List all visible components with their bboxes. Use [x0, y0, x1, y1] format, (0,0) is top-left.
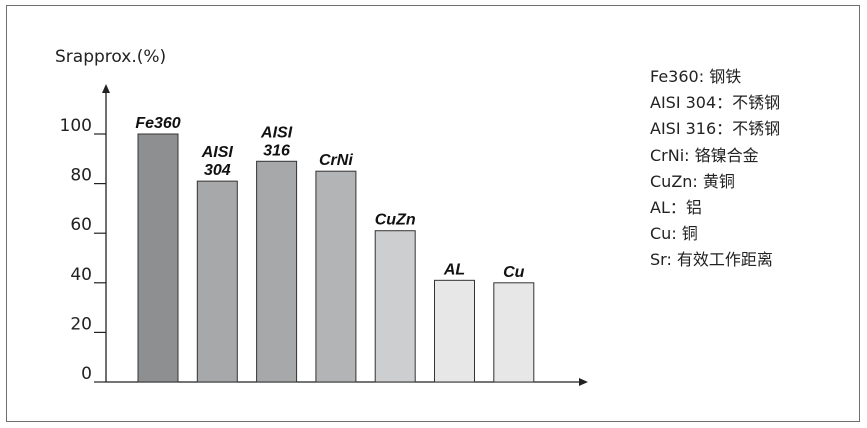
y-tick-label: 60: [70, 215, 92, 235]
bar-label: 316: [263, 142, 290, 159]
legend-entry: AL：铝: [650, 198, 702, 218]
legend-entry: AISI 316：不锈钢: [650, 119, 781, 139]
y-tick-label: 100: [60, 116, 92, 136]
legend-entry: Fe360: 钢铁: [650, 67, 742, 86]
bar-label: Cu: [503, 264, 525, 281]
bar-label: CuZn: [375, 212, 416, 229]
legend: Fe360: 钢铁 AISI 304：不锈钢 AISI 316：不锈钢 CrNi: 铬…: [650, 64, 780, 274]
legend-entry: AISI 304：不锈钢: [650, 93, 781, 113]
y-tick-label: 80: [70, 166, 92, 186]
legend-entry: CuZn: 黄铜: [650, 171, 735, 191]
x-axis-arrow: [579, 378, 588, 386]
bar: [196, 180, 238, 383]
y-tick-label: 0: [81, 364, 92, 384]
bar-label: AISI: [201, 144, 234, 161]
bar: [434, 279, 475, 383]
axes: 0 20 40 60 80 100: [60, 84, 588, 386]
y-tick-label: 40: [70, 265, 92, 285]
bar-label: 304: [204, 162, 231, 179]
bar: [256, 160, 298, 383]
y-axis-arrow: [102, 84, 110, 93]
y-tick-label: 20: [70, 314, 92, 334]
bar: [374, 230, 416, 383]
y-axis-label: Srapprox.(%): [55, 47, 166, 67]
legend-entry: Cu: 铜: [650, 224, 698, 244]
bar-label: CrNi: [319, 152, 353, 169]
bar: [493, 282, 535, 383]
bar: [315, 170, 357, 383]
bar-label: AISI: [260, 124, 293, 141]
bar: [137, 133, 179, 383]
legend-entry: CrNi: 铬镍合金: [650, 145, 759, 165]
bar-label: Fe360: [135, 115, 180, 132]
bar-label: AL: [443, 261, 465, 278]
legend-entry: Sr: 有效工作距离: [650, 250, 773, 270]
